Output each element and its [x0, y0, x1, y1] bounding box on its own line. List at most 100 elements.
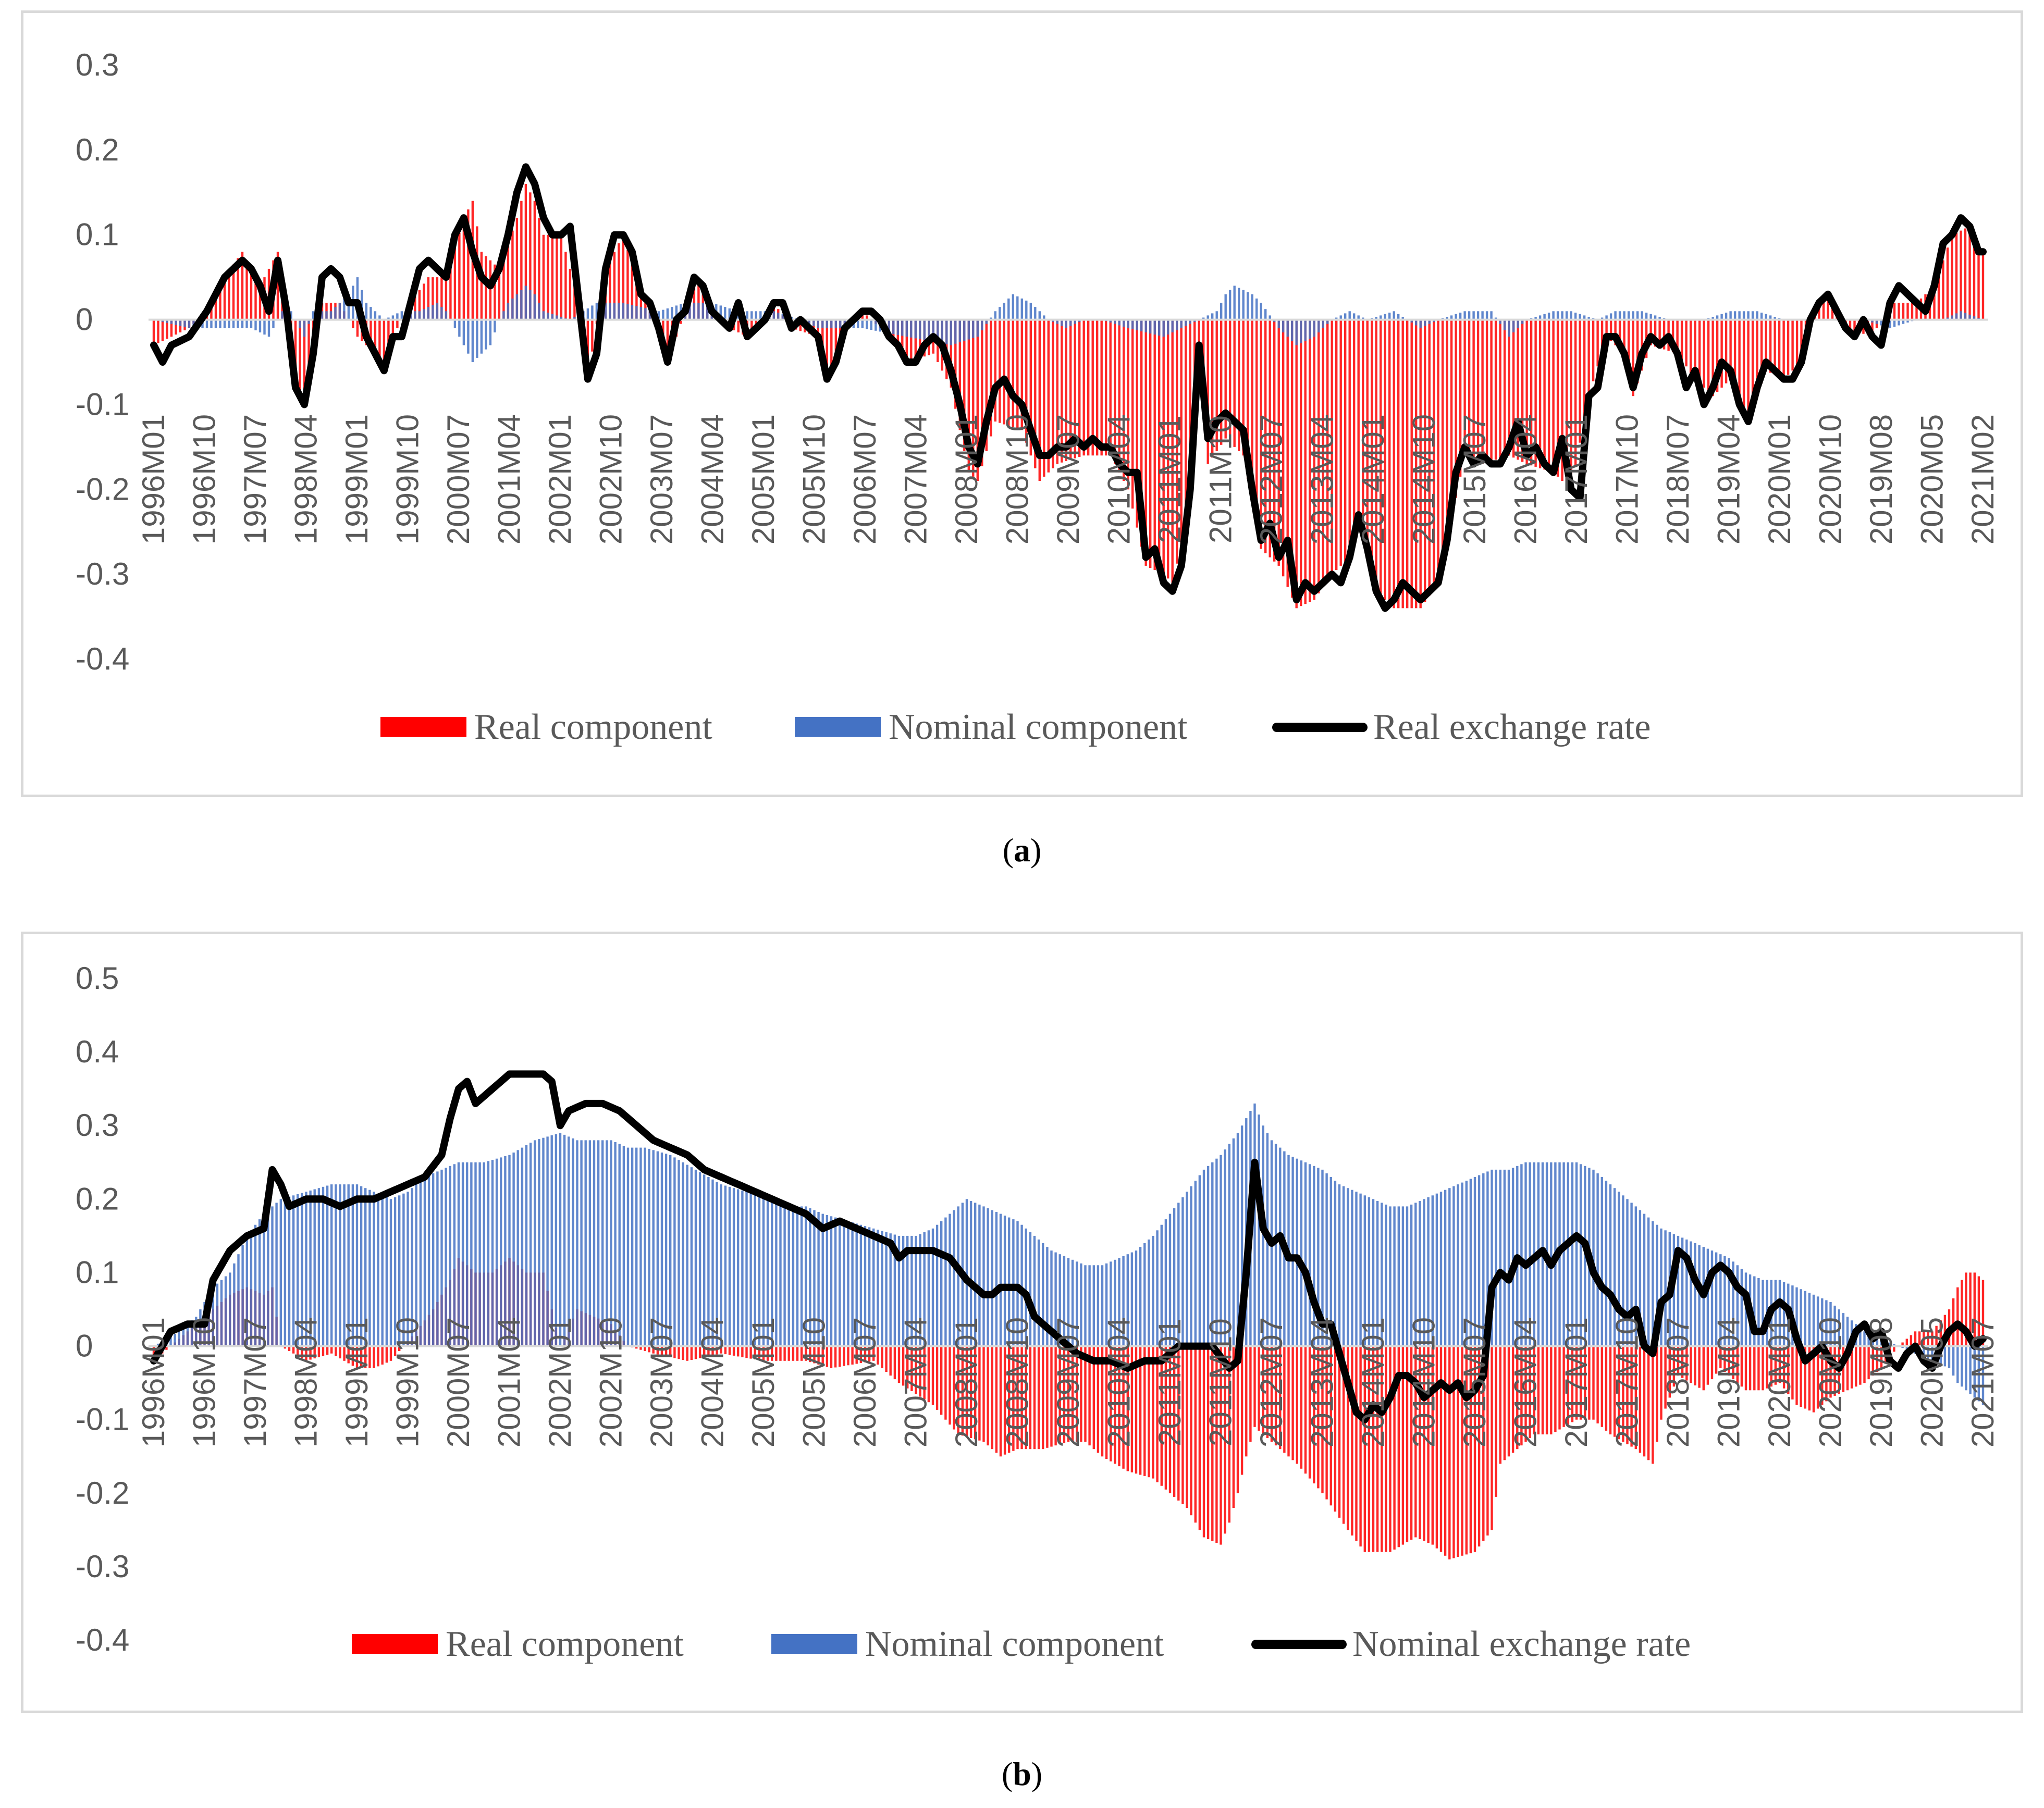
- real-component-bar: [949, 1346, 951, 1425]
- nominal-component-bar: [664, 1154, 668, 1346]
- nominal-component-bar: [1455, 314, 1457, 320]
- nominal-component-bar: [1168, 1213, 1172, 1346]
- nominal-component-bar: [707, 1177, 710, 1346]
- real-component-bar: [383, 319, 386, 371]
- real-component-bar: [1898, 303, 1900, 320]
- nominal-component-bar: [809, 1208, 811, 1346]
- real-component-bar: [644, 1346, 646, 1351]
- nominal-component-bar: [660, 1153, 663, 1346]
- real-component-bar: [1778, 1346, 1781, 1383]
- y-tick-label: 0.1: [76, 217, 119, 252]
- x-tick-label: 2015M07: [1457, 1317, 1492, 1447]
- real-component-bar: [1905, 1339, 1908, 1346]
- real-component-bar: [1236, 1346, 1239, 1493]
- nominal-component-bar: [945, 319, 948, 344]
- nominal-component-bar: [1433, 319, 1435, 322]
- real-component-bar: [1376, 1346, 1379, 1552]
- real-component-bar: [326, 1346, 329, 1355]
- real-component-bar: [927, 1346, 930, 1403]
- real-component-bar: [1476, 319, 1480, 462]
- real-component-bar: [902, 1346, 905, 1386]
- nominal-component-bar: [512, 1153, 515, 1346]
- nominal-component-bar: [1859, 1328, 1862, 1346]
- nominal-component-bar: [370, 307, 372, 320]
- nominal-component-bar: [779, 1203, 782, 1346]
- nominal-component-bar: [1313, 319, 1315, 337]
- nominal-component-bar: [1753, 1276, 1756, 1346]
- nominal-component-bar: [275, 1203, 278, 1346]
- real-component-bar: [1435, 1346, 1438, 1549]
- real-component-bar: [1716, 319, 1719, 392]
- real-component-bar: [339, 1346, 341, 1359]
- real-component-bar: [157, 319, 159, 343]
- real-component-bar: [1863, 1346, 1866, 1383]
- nominal-component-bar: [631, 1147, 634, 1346]
- nominal-component-bar: [1461, 1182, 1463, 1346]
- real-component-bar: [1981, 252, 1985, 320]
- nominal-component-bar: [872, 1228, 875, 1346]
- nominal-component-bar: [720, 1184, 722, 1346]
- nominal-component-bar: [812, 319, 815, 326]
- nominal-component-bar: [1550, 1162, 1553, 1346]
- x-tick-label: 1998M04: [289, 414, 324, 544]
- nominal-component-bar: [941, 319, 943, 344]
- nominal-component-bar: [1961, 1346, 1963, 1387]
- nominal-component-bar: [169, 1336, 172, 1346]
- real-component-bar: [1534, 319, 1537, 467]
- real-component-bar: [950, 319, 952, 388]
- real-component-bar: [965, 1346, 968, 1437]
- nominal-component-bar: [1645, 313, 1648, 320]
- real-component-bar: [1710, 1346, 1714, 1380]
- nominal-component-bar: [839, 319, 842, 328]
- real-component-bar: [1229, 319, 1232, 443]
- real-component-bar: [1609, 1346, 1612, 1434]
- real-component-bar: [1444, 1346, 1447, 1556]
- real-component-bar: [292, 1346, 295, 1354]
- nominal-component-bar: [1322, 319, 1324, 328]
- nominal-component-bar: [1193, 319, 1196, 322]
- real-component-bar: [1233, 319, 1236, 447]
- nominal-component-bar: [631, 305, 634, 320]
- real-component-bar: [152, 319, 155, 345]
- nominal-component-bar: [511, 298, 514, 320]
- real-component-bar: [458, 232, 461, 320]
- x-tick-label: 2001M04: [492, 1317, 527, 1447]
- real-component-bar: [889, 1346, 892, 1376]
- x-tick-label: 2017M01: [1559, 414, 1594, 544]
- real-component-bar: [1769, 319, 1772, 373]
- nominal-component-bar: [1368, 1197, 1371, 1346]
- real-component-bar: [524, 184, 527, 320]
- real-component-bar: [1702, 1346, 1705, 1391]
- real-component-bar: [1961, 1280, 1963, 1346]
- nominal-component-bar: [418, 311, 421, 320]
- nominal-component-bar: [1521, 319, 1524, 324]
- nominal-component-bar: [1233, 286, 1236, 320]
- real-component-bar: [307, 319, 310, 375]
- real-component-bar: [1469, 1346, 1472, 1554]
- nominal-component-bar: [808, 319, 810, 324]
- nominal-component-bar: [322, 1186, 325, 1346]
- real-component-bar: [161, 319, 164, 341]
- nominal-component-bar: [258, 1219, 261, 1346]
- nominal-component-bar: [445, 311, 448, 320]
- real-component-bar: [432, 277, 434, 320]
- nominal-component-bar: [334, 307, 337, 320]
- real-component-bar: [1677, 1346, 1680, 1376]
- nominal-component-bar: [1871, 319, 1874, 323]
- nominal-component-bar: [500, 1157, 502, 1346]
- nominal-component-bar: [1618, 311, 1621, 320]
- real-component-bar: [974, 1346, 977, 1440]
- nominal-component-bar: [1486, 1171, 1489, 1346]
- real-component-bar: [1733, 319, 1737, 390]
- nominal-component-bar: [1046, 1247, 1049, 1346]
- nominal-component-bar: [389, 1199, 392, 1346]
- real-component-bar: [1951, 234, 1953, 320]
- real-component-bar: [1393, 1346, 1396, 1550]
- nominal-component-bar: [1101, 1265, 1104, 1346]
- real-component-bar: [1003, 319, 1005, 425]
- real-component-bar: [666, 319, 669, 362]
- real-component-bar: [1007, 319, 1010, 426]
- y-tick-label: -0.1: [76, 1402, 129, 1437]
- real-component-bar: [821, 1346, 824, 1366]
- x-tick-label: 2000M07: [441, 414, 476, 544]
